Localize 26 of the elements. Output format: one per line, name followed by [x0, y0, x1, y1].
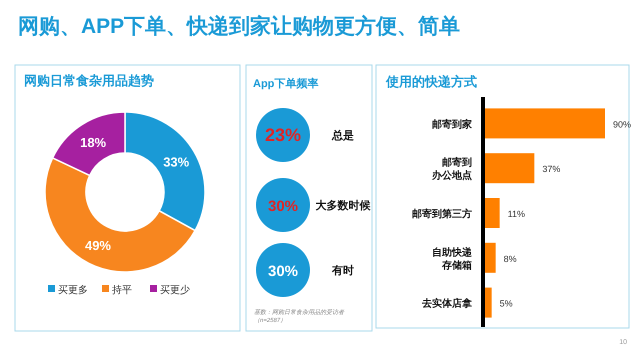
data-label: 30%	[268, 263, 298, 280]
data-label: 49%	[84, 238, 112, 254]
data-label: 5%	[500, 298, 513, 309]
legend-label: 买更少	[160, 284, 190, 296]
category-label: 总是	[331, 129, 354, 142]
y-tick-label: 去实体店拿	[421, 298, 472, 310]
y-tick-label: 邮寄到办公地点	[431, 156, 472, 182]
chart-title: 使用的快递方式	[385, 74, 477, 89]
data-label: 23%	[264, 125, 302, 145]
data-label: 33%	[163, 154, 190, 170]
y-tick-label: 邮寄到第三方	[412, 208, 472, 220]
chart-title: 网购、APP下单、快递到家让购物更方便、简单	[18, 14, 460, 38]
category-label: 有时	[331, 264, 354, 277]
data-label: 18%	[80, 134, 107, 150]
data-label: 30%	[268, 198, 298, 215]
legend-label: 持平	[112, 284, 132, 296]
y-tick-label: 自助快递存储箱	[432, 246, 473, 272]
data-label: 37%	[542, 164, 560, 174]
data-label: 8%	[504, 254, 517, 264]
data-label: 11%	[508, 209, 526, 219]
data-label: 90%	[613, 119, 632, 130]
chart-subtitle: 网购日常食杂用品趋势	[24, 73, 154, 88]
text: App下单频率	[253, 77, 318, 90]
legend-label: 买更多	[58, 284, 88, 296]
category-label: 大多数时候	[316, 199, 372, 212]
y-tick-label: 邮寄到家	[432, 118, 472, 130]
